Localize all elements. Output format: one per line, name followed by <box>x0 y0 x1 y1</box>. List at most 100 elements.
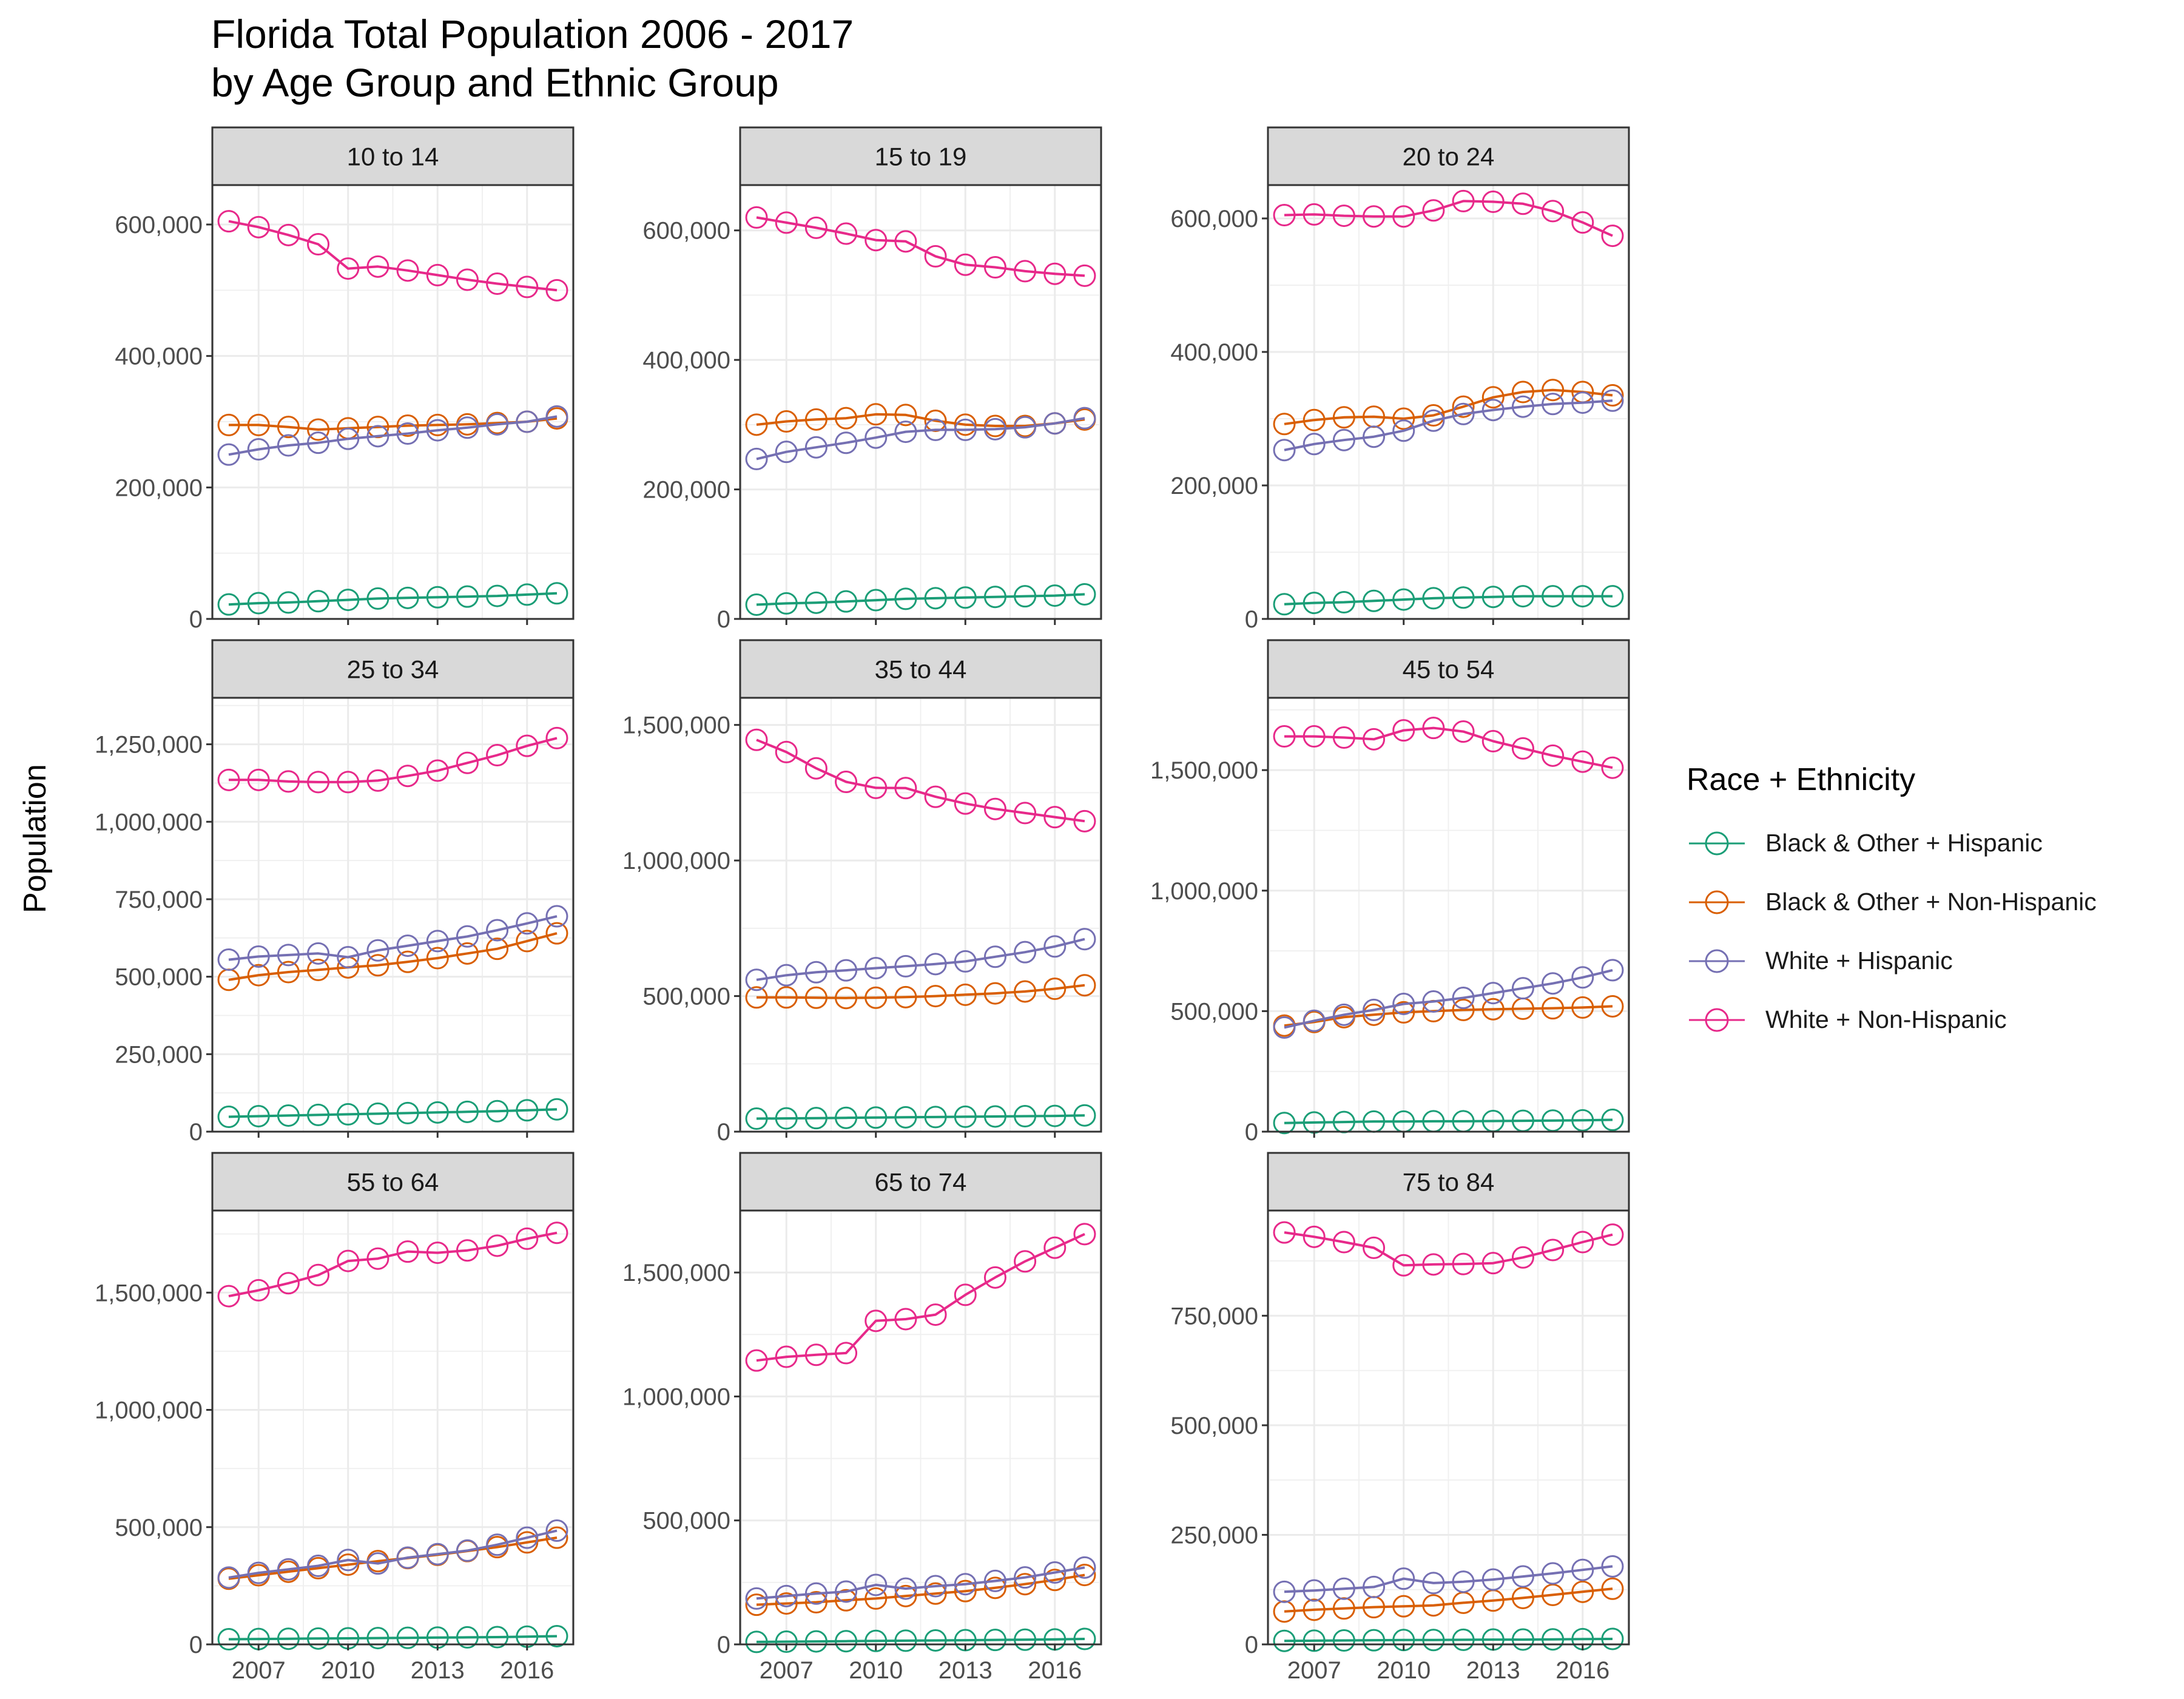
data-point-white-hispanic <box>426 1542 449 1566</box>
data-point-black-other-hispanic <box>456 585 479 608</box>
series-line-black-other-hispanic <box>1284 1638 1613 1643</box>
data-point-white-non-hispanic <box>1073 264 1096 287</box>
data-point-black-other-hispanic <box>1452 1628 1475 1651</box>
data-point-white-hispanic <box>775 441 798 464</box>
data-point-white-non-hispanic <box>1422 1253 1445 1276</box>
data-point-white-non-hispanic <box>1571 1231 1594 1254</box>
data-point-white-non-hispanic <box>277 770 300 793</box>
series-line-white-hispanic <box>756 937 1085 981</box>
data-point-white-hispanic <box>247 1561 270 1584</box>
series-line-white-hispanic <box>228 1529 558 1579</box>
data-point-black-other-non-hispanic <box>545 1526 568 1549</box>
data-point-white-non-hispanic <box>1452 189 1475 212</box>
data-point-white-hispanic <box>954 1573 977 1596</box>
data-point-black-other-hispanic <box>954 1629 977 1652</box>
facet-strip <box>211 1152 575 1212</box>
x-tick-label: 2013 <box>939 1657 993 1684</box>
data-point-black-other-hispanic <box>983 1629 1006 1652</box>
data-point-black-other-hispanic <box>864 1629 888 1652</box>
data-point-white-non-hispanic <box>1481 1252 1505 1275</box>
series-line-white-non-hispanic <box>229 737 558 783</box>
data-point-white-non-hispanic <box>775 740 798 763</box>
data-point-white-hispanic <box>894 421 917 444</box>
data-point-white-hispanic <box>1303 1579 1326 1602</box>
series-line-black-other-non-hispanic <box>1284 1005 1613 1027</box>
data-point-white-hispanic <box>1511 1565 1534 1588</box>
data-point-black-other-non-hispanic <box>835 407 858 430</box>
data-point-white-hispanic <box>864 957 888 980</box>
data-point-black-other-hispanic <box>247 592 270 615</box>
y-tick-label: 1,000,000 <box>95 1397 203 1424</box>
y-tick-label: 500,000 <box>115 964 203 991</box>
data-point-white-non-hispanic <box>1303 203 1326 226</box>
data-point-black-other-hispanic <box>456 1100 479 1123</box>
data-point-black-other-hispanic <box>1511 1628 1534 1651</box>
data-point-black-other-non-hispanic <box>864 1587 888 1610</box>
y-tick-label: 0 <box>1245 1119 1258 1146</box>
data-point-white-non-hispanic <box>835 222 858 245</box>
data-point-white-non-hispanic <box>1014 260 1037 283</box>
data-point-black-other-non-hispanic <box>745 413 768 436</box>
data-point-black-other-non-hispanic <box>894 1584 917 1607</box>
data-point-white-non-hispanic <box>1601 756 1624 779</box>
data-point-white-non-hispanic <box>1392 719 1415 742</box>
data-point-white-hispanic <box>924 1575 947 1598</box>
data-point-white-non-hispanic <box>426 759 449 782</box>
data-point-white-hispanic <box>1273 1580 1296 1603</box>
data-point-white-hispanic <box>247 945 270 968</box>
data-point-black-other-non-hispanic <box>1542 997 1565 1020</box>
data-point-white-non-hispanic <box>1601 225 1624 248</box>
series-line-white-hispanic <box>756 1566 1085 1600</box>
legend: Race + Ethnicity Black & Other + Hispani… <box>1687 762 2172 1049</box>
data-point-black-other-hispanic <box>775 1107 798 1130</box>
facet-strip <box>1267 639 1630 699</box>
series-line-white-non-hispanic <box>228 220 558 292</box>
x-tick-label: 2007 <box>1287 1657 1341 1684</box>
data-point-black-other-hispanic <box>1303 1629 1326 1652</box>
series-line-black-other-hispanic <box>756 593 1085 606</box>
data-point-black-other-hispanic <box>894 587 917 610</box>
x-tick-label: 2010 <box>321 1657 375 1684</box>
data-point-white-hispanic <box>456 416 479 439</box>
y-tick-label: 200,000 <box>115 475 203 501</box>
data-point-white-hispanic <box>1542 393 1565 416</box>
x-tick-label: 2016 <box>500 1657 554 1684</box>
legend-item-white-hispanic: White + Hispanic <box>1687 931 2172 990</box>
data-point-white-non-hispanic <box>1452 720 1475 743</box>
data-point-black-other-hispanic <box>516 1099 539 1122</box>
data-point-white-non-hispanic <box>954 1283 977 1306</box>
data-point-white-hispanic <box>1073 1556 1096 1579</box>
data-point-black-other-non-hispanic <box>1422 404 1445 427</box>
data-point-black-other-hispanic <box>277 1627 300 1650</box>
data-point-white-hispanic <box>366 939 389 962</box>
data-point-black-other-non-hispanic <box>1571 996 1594 1019</box>
data-point-white-hispanic <box>277 434 300 457</box>
data-point-white-non-hispanic <box>1481 730 1505 752</box>
y-tick-label: 500,000 <box>1170 998 1258 1025</box>
data-point-white-hispanic <box>1452 987 1475 1010</box>
data-point-white-hispanic <box>924 953 947 976</box>
data-point-black-other-non-hispanic <box>1571 1580 1594 1603</box>
data-point-white-non-hispanic <box>1043 262 1067 285</box>
legend-item-white-non-hispanic: White + Non-Hispanic <box>1687 990 2172 1049</box>
y-tick-label: 1,000,000 <box>95 809 203 836</box>
data-point-black-other-non-hispanic <box>337 1553 360 1576</box>
data-point-white-hispanic <box>804 1582 827 1605</box>
data-point-white-hispanic <box>1542 1562 1565 1585</box>
data-point-black-other-non-hispanic <box>775 410 798 433</box>
series-line-white-non-hispanic <box>756 1232 1085 1362</box>
data-point-white-non-hispanic <box>1332 204 1355 228</box>
data-point-black-other-non-hispanic <box>426 947 449 970</box>
data-point-black-other-hispanic <box>307 1627 330 1650</box>
data-point-white-hispanic <box>1571 391 1594 414</box>
data-point-white-non-hispanic <box>545 279 568 302</box>
data-point-white-non-hispanic <box>456 751 479 774</box>
panel-10-to-14: 10 to 14 0 200,000 400,000 600,000 <box>115 126 575 633</box>
data-point-white-non-hispanic <box>426 1241 449 1265</box>
data-point-black-other-hispanic <box>307 1103 330 1126</box>
data-point-white-hispanic <box>804 436 827 459</box>
series-line-black-other-hispanic <box>228 1108 558 1118</box>
facet-strip-label: 75 to 84 <box>1403 1168 1495 1197</box>
data-point-white-hispanic <box>1273 439 1296 462</box>
